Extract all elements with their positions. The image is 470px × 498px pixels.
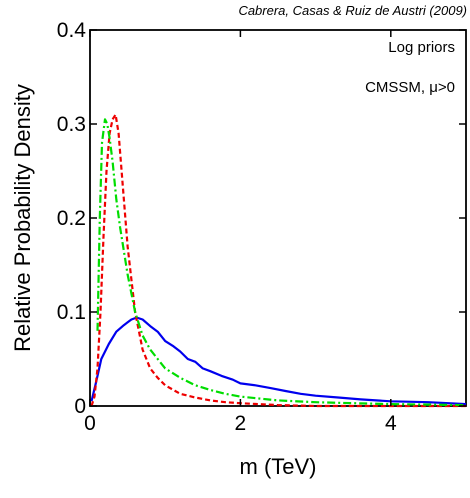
tick-layer: 0 2 4 0 0.1 0.2 0.3 0.4 <box>57 19 466 435</box>
series-line-1 <box>90 113 466 408</box>
y-tick-label: 0 <box>74 395 86 418</box>
series-line-2 <box>96 118 467 407</box>
annotation-log-priors: Log priors <box>388 39 455 56</box>
y-axis-title: Relative Probability Density <box>10 84 35 352</box>
annotation-cmssm: CMSSM, μ>0 <box>365 79 455 96</box>
y-tick-label: 0.2 <box>57 207 86 230</box>
x-axis-title: m (TeV) <box>240 454 317 479</box>
y-tick-label: 0.3 <box>57 113 86 136</box>
x-tick-label: 0 <box>84 412 96 435</box>
y-tick-label: 0.4 <box>57 19 87 42</box>
x-tick-label: 2 <box>235 412 247 435</box>
x-tick-label: 4 <box>385 412 397 435</box>
y-tick-label: 0.1 <box>57 301 86 324</box>
chart-credit: Cabrera, Casas & Ruiz de Austri (2009) <box>238 3 467 18</box>
series-layer <box>90 113 467 408</box>
series-line-0 <box>90 316 467 406</box>
